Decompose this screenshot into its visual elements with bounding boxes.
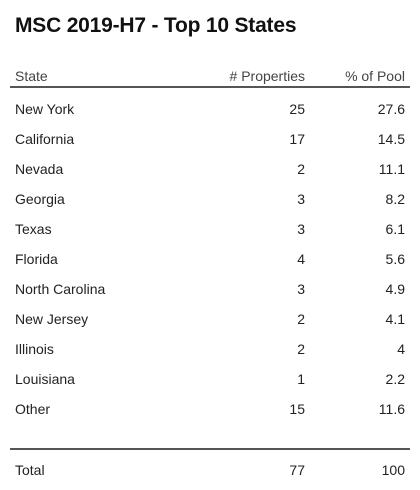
header-state: State	[15, 68, 48, 84]
table-row: California 17 14.5	[10, 124, 410, 154]
cell-pool: 6.1	[385, 221, 405, 237]
cell-pool: 14.5	[377, 131, 405, 147]
cell-properties: 2	[297, 311, 305, 327]
total-label: Total	[15, 462, 45, 478]
total-pool: 100	[381, 462, 405, 478]
cell-properties: 17	[289, 131, 305, 147]
total-divider	[10, 448, 410, 450]
cell-properties: 25	[289, 101, 305, 117]
header-pool: % of Pool	[345, 68, 405, 84]
table-row: Georgia 3 8.2	[10, 184, 410, 214]
table-row: New York 25 27.6	[10, 94, 410, 124]
cell-state: North Carolina	[15, 281, 106, 297]
total-row: Total 77 100	[10, 450, 410, 490]
table-row: North Carolina 3 4.9	[10, 274, 410, 304]
cell-pool: 4.1	[385, 311, 405, 327]
total-properties: 77	[289, 462, 305, 478]
cell-properties: 2	[297, 341, 305, 357]
cell-pool: 8.2	[385, 191, 405, 207]
cell-properties: 2	[297, 161, 305, 177]
cell-state: Florida	[15, 251, 58, 267]
table-row: Nevada 2 11.1	[10, 154, 410, 184]
cell-state: New Jersey	[15, 311, 89, 327]
cell-properties: 3	[297, 281, 305, 297]
table-row: Texas 3 6.1	[10, 214, 410, 244]
cell-state: Louisiana	[15, 371, 75, 387]
cell-pool: 5.6	[385, 251, 405, 267]
cell-pool: 11.1	[378, 161, 405, 177]
cell-state: Georgia	[15, 191, 65, 207]
cell-state: Illinois	[15, 341, 54, 357]
cell-state: New York	[15, 101, 75, 117]
cell-properties: 3	[297, 191, 305, 207]
cell-pool: 4.9	[385, 281, 405, 297]
page-title: MSC 2019-H7 - Top 10 States	[15, 14, 297, 37]
cell-state: California	[15, 131, 75, 147]
cell-pool: 4	[397, 341, 405, 357]
table-row: New Jersey 2 4.1	[10, 304, 410, 334]
cell-state: Nevada	[15, 161, 64, 177]
table-row: Louisiana 1 2.2	[10, 364, 410, 394]
cell-properties: 3	[297, 221, 305, 237]
cell-pool: 27.6	[377, 101, 405, 117]
cell-properties: 4	[297, 251, 305, 267]
cell-pool: 11.6	[378, 401, 405, 417]
cell-properties: 1	[297, 371, 305, 387]
table-body: New York 25 27.6 California 17 14.5 Neva…	[10, 88, 410, 424]
cell-properties: 15	[289, 401, 305, 417]
cell-state: Texas	[15, 221, 52, 237]
table-row: Illinois 2 4	[10, 334, 410, 364]
states-table: State # Properties % of Pool New York 25…	[10, 62, 410, 490]
header-properties: # Properties	[229, 68, 305, 84]
table-row: Florida 4 5.6	[10, 244, 410, 274]
table-header: State # Properties % of Pool	[10, 62, 410, 88]
cell-pool: 2.2	[385, 371, 405, 387]
cell-state: Other	[15, 401, 51, 417]
table-row: Other 15 11.6	[10, 394, 410, 424]
